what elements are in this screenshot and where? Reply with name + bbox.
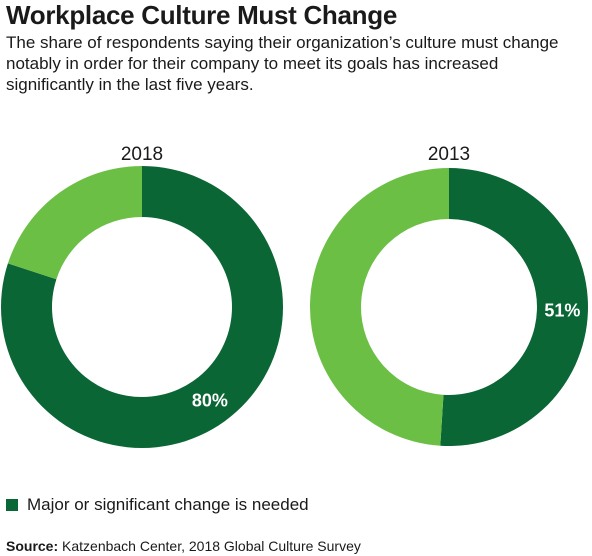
source-note: Source: Katzenbach Center, 2018 Global C…: [6, 538, 361, 554]
donut-2013-slice-other: [309, 167, 449, 446]
donut-2013: 2013 51%: [309, 144, 588, 446]
chart-title: Workplace Culture Must Change: [6, 0, 397, 30]
legend-swatch: [6, 499, 18, 511]
donut-2018-title: 2018: [121, 144, 163, 165]
donut-2018-value-label: 80%: [192, 390, 228, 410]
donut-2018-slices: [0, 166, 284, 448]
donut-charts: 2018 80% 2013 51%: [0, 144, 588, 448]
chart-subtitle: The share of respondents saying their or…: [6, 33, 559, 94]
source-label: Source:: [6, 538, 59, 554]
legend-label: Major or significant change is needed: [27, 495, 309, 514]
legend: Major or significant change is needed: [6, 495, 309, 515]
donut-2013-value-label: 51%: [544, 301, 580, 321]
donut-2018-slice-other: [7, 166, 142, 280]
source-text: Katzenbach Center, 2018 Global Culture S…: [58, 538, 361, 554]
donut-2013-slices: [309, 167, 588, 446]
donut-2018-slice-major-change: [0, 166, 284, 448]
donut-2018: 2018 80%: [0, 144, 284, 448]
donut-2013-title: 2013: [428, 144, 470, 165]
donut-2013-slice-major-change: [440, 168, 588, 446]
